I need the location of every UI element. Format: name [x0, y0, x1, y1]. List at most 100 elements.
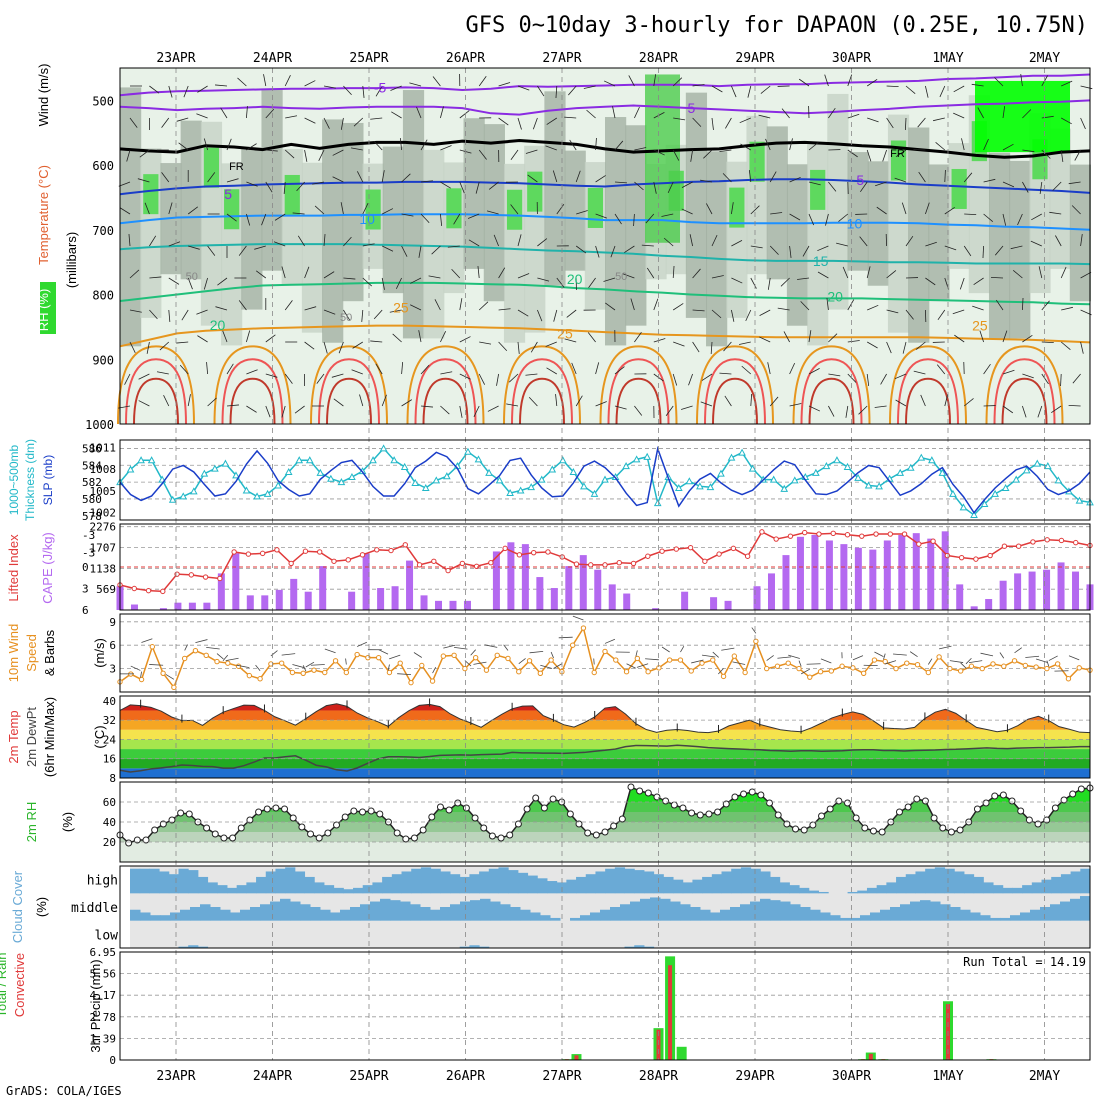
wind-barb — [905, 309, 914, 320]
wind-barb — [1002, 106, 1006, 119]
wind-barb — [265, 373, 278, 378]
wind-barb — [586, 109, 596, 119]
wind-barb — [401, 362, 404, 375]
contour-label: 50 — [615, 271, 627, 283]
cloud-cell-middle — [960, 909, 971, 921]
cloud-cell-high — [973, 876, 984, 894]
rh2m-point — [1025, 816, 1033, 824]
wind-barb — [246, 106, 248, 119]
wind-barb — [340, 117, 344, 130]
cloud-cell-high — [915, 871, 926, 894]
wind-barb — [304, 80, 316, 87]
wind-barb — [789, 213, 801, 221]
wind-barb — [672, 77, 683, 87]
wind-speed-point — [623, 669, 630, 675]
tick-label: 16 — [103, 753, 116, 766]
cloud-cell-middle — [430, 909, 441, 921]
wind-barb — [508, 373, 519, 383]
wind-barb — [332, 149, 344, 156]
rh-shade — [322, 119, 344, 343]
tick-label: 24 — [103, 733, 117, 746]
cloud-cell-middle — [410, 904, 421, 921]
cloud-cell-middle — [820, 912, 831, 921]
cloud-cell-high — [226, 887, 238, 894]
thickness-point — [991, 489, 999, 497]
wind-speed-point — [332, 658, 339, 664]
cape-bar — [898, 534, 906, 610]
wind-barb — [401, 399, 412, 407]
side-label: (m/s) — [92, 638, 107, 668]
wind-barb — [711, 275, 724, 279]
rh2m-point — [428, 813, 436, 821]
wind-barb — [653, 74, 657, 87]
cloud-cell-high — [595, 871, 606, 894]
wind-barb — [595, 362, 600, 375]
date-label-top: 30APR — [832, 51, 871, 66]
lifted-index-point — [773, 536, 779, 542]
side-label: 10m Wind — [6, 624, 21, 683]
rh2m-point — [376, 810, 384, 818]
wind-barb-10m — [893, 653, 907, 656]
rh2m-point — [783, 820, 791, 828]
tick-label: 40 — [103, 816, 116, 829]
lifted-index-point — [217, 575, 223, 582]
wind-barb — [459, 298, 463, 311]
wind-barb — [1068, 181, 1081, 185]
cloud-cell-high — [808, 890, 819, 894]
cloud-cell-high — [711, 874, 723, 894]
wind-barb — [333, 398, 344, 407]
cape-bar — [579, 555, 587, 610]
wind-barb — [995, 299, 1004, 311]
rh2m-point — [818, 812, 826, 820]
cloud-cell-low — [469, 945, 480, 948]
thickness-point — [147, 456, 156, 464]
wind-barb — [226, 404, 239, 407]
wind-barb — [517, 117, 522, 130]
wind-speed-point — [860, 670, 867, 676]
wind-barb — [825, 213, 829, 226]
cloud-cell-high — [168, 874, 179, 894]
wind-barb — [576, 210, 588, 215]
rh2m-point — [177, 809, 185, 817]
wind-barb — [226, 138, 232, 151]
cape-bar — [854, 547, 862, 610]
wind-barb — [343, 309, 351, 321]
rh2m-point — [688, 809, 696, 817]
cloud-cell-middle — [420, 907, 431, 921]
wind-barb — [331, 373, 344, 378]
wind-barb — [226, 363, 234, 375]
wind-barb-10m — [806, 663, 821, 665]
wind-barb — [588, 277, 596, 288]
wind-barb — [265, 405, 271, 418]
pressure-tick-label: 800 — [92, 289, 114, 303]
wind-barb-10m — [141, 638, 153, 643]
wind-speed-point — [591, 669, 597, 676]
wind-barb — [913, 370, 926, 375]
rh2m-point — [740, 790, 748, 798]
rh-shade — [544, 91, 566, 286]
lifted-index-point — [231, 549, 237, 555]
rh-shade — [180, 120, 202, 280]
wind-barb — [789, 138, 793, 151]
wind-barb-10m — [470, 649, 476, 656]
cloud-cell-middle — [500, 904, 511, 921]
contour-label: -5 — [374, 79, 387, 95]
lifted-index-point — [288, 560, 294, 567]
wind-barb — [197, 335, 208, 343]
wind-speed-point — [839, 663, 845, 669]
wind-barb — [381, 277, 385, 290]
wind-barb — [725, 117, 732, 129]
cloud-cell-middle — [1010, 915, 1021, 921]
wind-speed-point — [537, 670, 544, 676]
cloud-cell-high — [440, 871, 451, 894]
wind-barb — [595, 175, 606, 183]
rh-moist-shade — [365, 189, 381, 230]
wind-barb — [545, 341, 557, 347]
wind-speed-point — [516, 669, 522, 675]
wind-barb — [711, 309, 722, 319]
wind-barb — [672, 303, 684, 311]
cloud-cell-middle — [1070, 898, 1081, 921]
thickness-point — [168, 495, 177, 503]
rh2m-point — [835, 797, 843, 805]
wind-barb-10m — [712, 651, 719, 658]
